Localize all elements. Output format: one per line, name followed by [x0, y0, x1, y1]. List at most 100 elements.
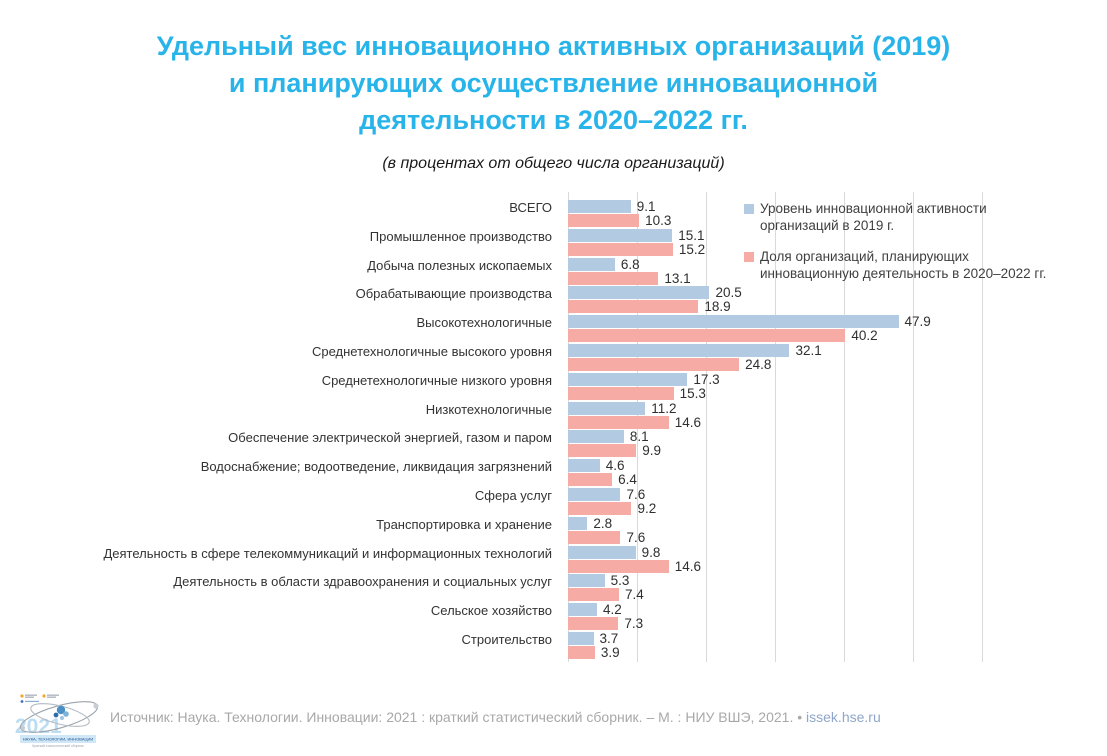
category-label: Транспортировка и хранение	[376, 516, 552, 532]
bar-value-label: 18.9	[704, 299, 731, 315]
legend-item-2019: Уровень инновационной активности организ…	[744, 200, 1094, 234]
bar-value-label: 7.6	[626, 487, 646, 502]
bar-value-label: 14.6	[674, 558, 702, 574]
logo-band-text: НАУКА, ТЕХНОЛОГИИ, ИННОВАЦИИ	[23, 737, 94, 742]
bar-value-label: 14.6	[674, 414, 702, 430]
bar-pair-row: 7.6 9.2	[568, 487, 1088, 516]
bar-2019: 4.6	[568, 458, 625, 473]
bar-pair-row: 5.3 7.4	[568, 573, 1088, 602]
bar-2019: 8.1	[568, 429, 649, 444]
bar-2019: 3.7	[568, 631, 618, 646]
category-label: Обеспечение электрической энергией, газо…	[228, 430, 552, 446]
category-label: Деятельность в области здравоохранения и…	[173, 574, 552, 590]
title-line-2: и планирующих осуществление инновационно…	[228, 68, 879, 98]
bar-planned: 9.2	[568, 501, 656, 516]
bar-value-label: 20.5	[715, 285, 742, 301]
bar-value-label: 15.2	[678, 241, 706, 257]
bar-value-label: 6.8	[620, 256, 640, 272]
category-label: Среднетехнологичные низкого уровня	[321, 372, 552, 388]
bar-2019: 32.1	[568, 343, 822, 358]
bar-value-label: 4.6	[605, 458, 625, 474]
logo-band	[20, 735, 96, 743]
bar-2019: 7.6	[568, 487, 645, 502]
bar-value-label: 40.2	[851, 328, 878, 344]
category-label: Сфера услуг	[474, 488, 552, 503]
bar-2019: 11.2	[568, 401, 677, 416]
category-label: Водоснабжение; водоотведение, ликвидация…	[200, 459, 552, 475]
bar-2019: 15.1	[568, 228, 704, 243]
category-label: Среднетехнологичные высокого уровня	[311, 344, 552, 359]
bar-value-label: 2.8	[593, 515, 613, 531]
bar-2019: 9.8	[568, 545, 660, 560]
legend-label-2019: Уровень инновационной активности организ…	[760, 200, 987, 234]
bar-planned: 13.1	[568, 271, 691, 286]
bar-value-label: 3.9	[600, 645, 620, 660]
bar-2019: 47.9	[568, 314, 931, 329]
bar-planned: 10.3	[568, 213, 671, 228]
bar-value-label: 6.4	[618, 472, 637, 488]
bar-pair-row: 9.8 14.6	[568, 545, 1088, 574]
title-line-3: деятельности в 2020–2022 гг.	[359, 105, 748, 135]
bar-pair-row: 17.3 15.3	[568, 371, 1088, 401]
bar-planned: 24.8	[568, 357, 771, 372]
gridline	[706, 192, 707, 662]
bars-area: 9.1 10.3 15.1 15.2 6.8 13.1 20.5 18.9 47.9 40.2 32…	[568, 192, 1088, 662]
bar-pair-row: 11.2 14.6	[568, 401, 1088, 430]
bar-pair-row: 32.1 24.8	[568, 343, 1088, 372]
logo-mark-dot	[20, 694, 24, 698]
bar-value-label: 9.1	[636, 199, 656, 214]
logo-sub-text: Краткий статистический сборник	[32, 744, 84, 748]
bar-planned: 7.6	[568, 530, 645, 545]
bar-pair-row: 9.1 10.3	[568, 199, 1088, 228]
legend-2019-line-1: Уровень инновационной активности	[760, 201, 987, 216]
legend-planned-line-1: Доля организаций, планирующих	[760, 249, 969, 264]
category-label: Строительство	[461, 632, 552, 647]
bar-value-label: 10.3	[645, 213, 672, 228]
bar-planned: 7.4	[568, 587, 644, 602]
issek-booklet-logo: 2021 НАУКА, ТЕХНОЛОГИИ, ИННОВАЦИИ Кратки…	[14, 691, 102, 749]
bar-pair-row: 15.1 15.2	[568, 228, 1088, 257]
category-label: Обрабатывающие производства	[355, 286, 552, 302]
bar-value-label: 15.3	[679, 385, 706, 401]
bar-planned: 15.2	[568, 242, 705, 257]
bar-value-label: 32.1	[795, 343, 822, 358]
category-label: Промышленное производство	[369, 228, 552, 244]
bar-pair-row: 8.1 9.9	[568, 429, 1088, 458]
bar-planned: 3.9	[568, 645, 620, 660]
bar-planned: 7.3	[568, 616, 643, 631]
bar-value-label: 17.3	[693, 371, 720, 387]
bar-value-label: 13.1	[664, 270, 691, 286]
bar-value-label: 9.9	[642, 443, 662, 459]
legend-2019-line-2: организаций в 2019 г.	[760, 218, 895, 233]
legend-swatch-2019-icon	[744, 204, 754, 214]
bar-planned: 14.6	[568, 559, 701, 574]
bar-planned: 9.9	[568, 443, 661, 458]
bar-pair-row: 20.5 18.9	[568, 285, 1088, 315]
bar-value-label: 47.9	[904, 314, 931, 330]
bar-2019: 6.8	[568, 257, 640, 272]
source-note-text: Источник: Наука. Технологии. Инновации: …	[110, 709, 807, 725]
gridline	[844, 192, 845, 662]
issek-link[interactable]: issek.hse.ru	[806, 709, 881, 725]
bar-planned: 14.6	[568, 415, 701, 430]
page-title: Удельный вес инновационно активных орган…	[0, 28, 1107, 139]
bar-value-label: 3.7	[599, 631, 619, 646]
bar-pair-row: 2.8 7.6	[568, 515, 1088, 545]
bar-pair-row: 4.6 6.4	[568, 458, 1088, 488]
legend-swatch-planned-icon	[744, 252, 754, 262]
bar-value-label: 8.1	[629, 429, 649, 445]
legend-planned-line-2: инновационную деятельность в 2020–2022 г…	[760, 266, 1047, 281]
legend-item-planned: Доля организаций, планирующих инновацион…	[744, 248, 1094, 282]
bar-pair-row: 4.2 7.3	[568, 602, 1088, 631]
category-label: ВСЕГО	[509, 200, 552, 215]
bar-value-label: 4.2	[602, 602, 622, 618]
category-label: Сельское хозяйство	[430, 603, 552, 619]
bar-value-label: 9.2	[637, 501, 657, 516]
bar-pair-row: 3.7 3.9	[568, 631, 1088, 660]
bar-value-label: 7.3	[624, 616, 644, 632]
bar-planned: 15.3	[568, 386, 706, 401]
bar-value-label: 11.2	[651, 400, 677, 416]
title-line-1: Удельный вес инновационно активных орган…	[156, 31, 951, 61]
